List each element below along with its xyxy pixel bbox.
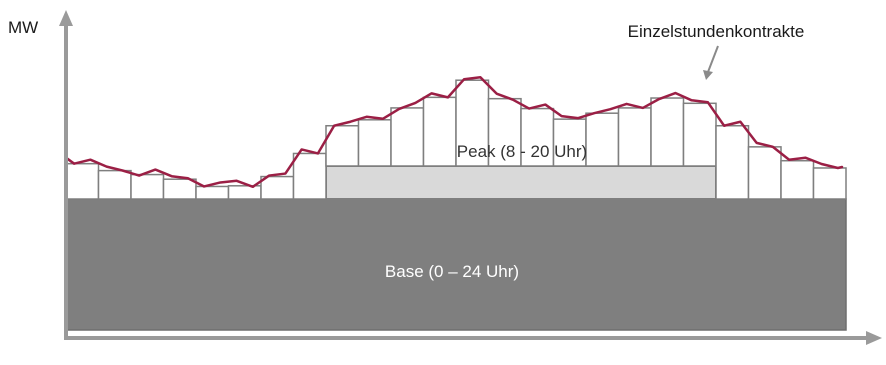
hourly-bar: [227, 185, 262, 200]
peak-label: Peak (8 - 20 Uhr): [457, 142, 587, 161]
x-axis-arrow: [866, 331, 882, 345]
y-axis-label: MW: [8, 18, 38, 37]
hourly-bar: [747, 146, 782, 200]
hourly-contracts-label: Einzelstundenkontrakte: [628, 22, 805, 41]
hourly-bar: [97, 169, 132, 200]
hourly-bar: [552, 118, 587, 167]
hourly-bar: [455, 79, 490, 167]
hourly-bar: [715, 124, 750, 200]
hourly-contracts-layer: [65, 79, 847, 200]
peak-block: [325, 165, 717, 200]
base-label: Base (0 – 24 Uhr): [385, 262, 519, 281]
axes-layer: [59, 10, 882, 345]
load-curve-line: [64, 75, 844, 189]
hourly-bar: [292, 152, 327, 200]
callout-arrowhead: [703, 70, 713, 80]
hourly-bar: [260, 175, 295, 200]
base-layer: [65, 198, 847, 331]
hourly-bar: [390, 107, 425, 167]
base-block: [65, 198, 847, 331]
hourly-bar: [617, 107, 652, 167]
hourly-bar: [422, 96, 457, 167]
load-curve-layer: [64, 75, 844, 189]
hourly-bar: [682, 102, 717, 167]
hourly-bar: [65, 162, 100, 200]
hourly-bar: [130, 173, 165, 200]
hourly-bar: [195, 185, 230, 200]
y-axis-arrow: [59, 10, 73, 26]
hourly-bar: [780, 159, 815, 200]
hourly-bar: [650, 97, 685, 167]
hourly-bar: [162, 178, 197, 200]
peak-layer: [325, 165, 717, 200]
hourly-bar: [585, 112, 620, 167]
callout-line: [707, 45, 719, 73]
hourly-bar: [357, 119, 392, 167]
hourly-bar: [812, 167, 847, 200]
hourly-bar: [487, 97, 522, 167]
labels-layer: MW Base (0 – 24 Uhr) Peak (8 - 20 Uhr) E…: [8, 18, 804, 281]
